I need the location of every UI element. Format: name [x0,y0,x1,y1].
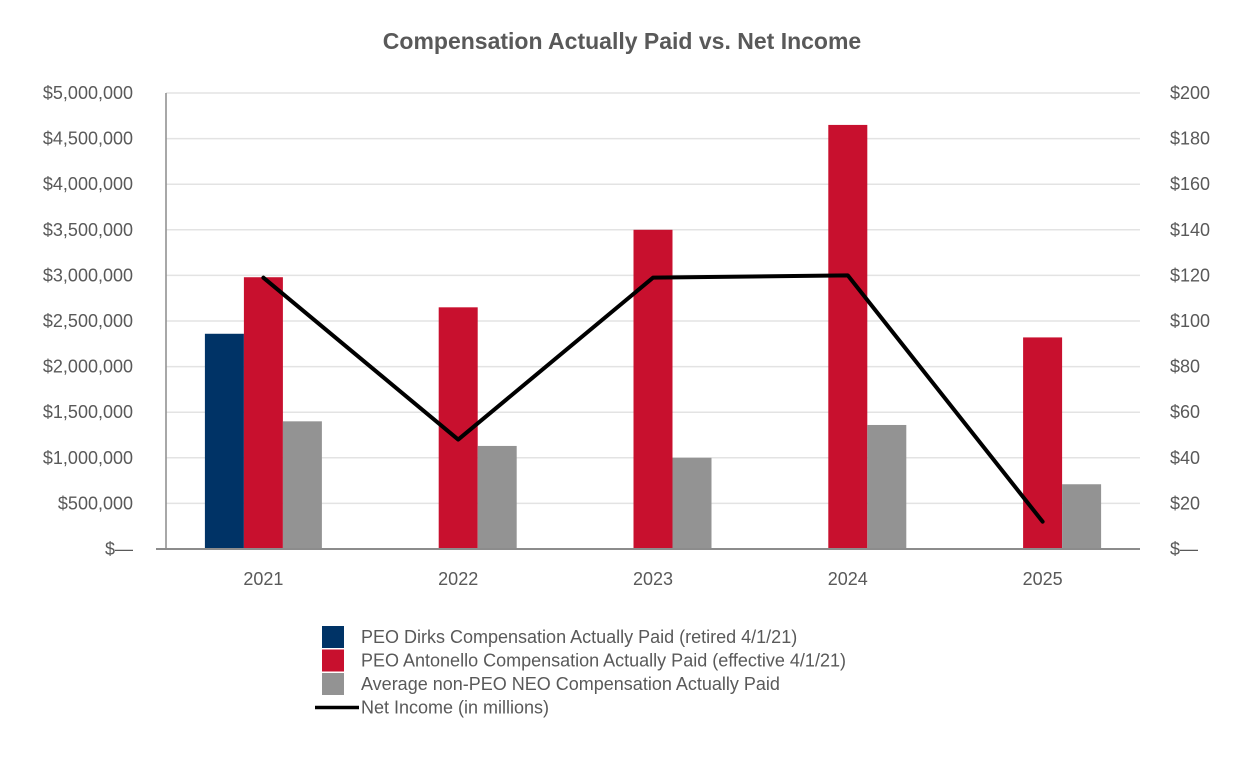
y-left-tick-label: $3,000,000 [43,265,133,285]
y-left-tick-label: $2,500,000 [43,311,133,331]
y-left-tick-label: $1,000,000 [43,448,133,468]
y-left-tick-label: $500,000 [58,493,133,513]
y-right-tick-label: $180 [1170,129,1210,149]
net-income-line [261,273,1045,524]
bar [282,421,322,549]
bar [828,124,868,550]
y-right-tick-label: $160 [1170,174,1210,194]
y-right-tick-label: $20 [1170,493,1200,513]
x-tick-label: 2024 [828,569,868,589]
bar [1062,484,1102,549]
y-right-tick-label: $120 [1170,265,1210,285]
y-right-tick-label: $40 [1170,448,1200,468]
y-right-tick-label: $80 [1170,357,1200,377]
x-tick-label: 2023 [633,569,673,589]
bar [204,333,244,549]
legend-label: Net Income (in millions) [361,698,549,718]
y-right-tick-label: $60 [1170,402,1200,422]
y-left-tick-label: $4,500,000 [43,129,133,149]
x-tick-label: 2021 [243,569,283,589]
chart-title: Compensation Actually Paid vs. Net Incom… [383,28,861,54]
bar [243,277,283,549]
bar [672,457,712,549]
bar [1023,337,1063,549]
bar [867,424,907,549]
x-tick-label: 2025 [1023,569,1063,589]
bar [477,445,517,549]
y-left-tick-label: $4,000,000 [43,174,133,194]
legend-label: PEO Antonello Compensation Actually Paid… [361,651,846,671]
y-right-tick-label: $200 [1170,83,1210,103]
legend-swatch [322,649,344,672]
net-income-line-group [261,273,1045,524]
y-left-tick-label: $5,000,000 [43,83,133,103]
y-left-tick-label: $3,500,000 [43,220,133,240]
legend-label: PEO Dirks Compensation Actually Paid (re… [361,627,797,647]
y-right-tick-label: $140 [1170,220,1210,240]
legend-swatch [322,626,344,648]
y-left-tick-label: $1,500,000 [43,402,133,422]
legend-label: Average non-PEO NEO Compensation Actuall… [361,674,780,694]
y-right-tick-label: $— [1170,539,1198,559]
bar [633,229,673,550]
y-left-tick-label: $2,000,000 [43,357,133,377]
y-left-tick-label: $— [105,539,133,559]
axes: $— $500,000 $1,000,000 $1,500,000 $2,000,000… [43,83,1210,589]
bars [204,124,1102,550]
x-tick-label: 2022 [438,569,478,589]
legend: PEO Dirks Compensation Actually Paid (re… [315,626,846,718]
y-right-tick-label: $100 [1170,311,1210,331]
legend-swatch [322,673,344,695]
